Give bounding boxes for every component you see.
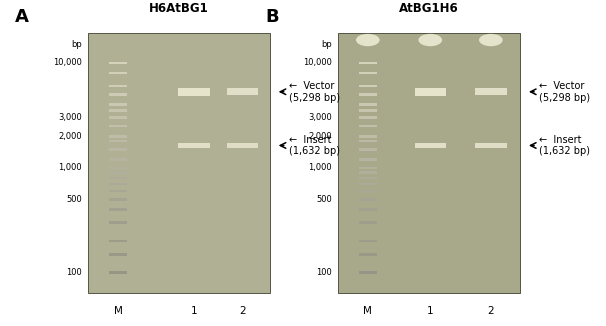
Bar <box>359 198 377 201</box>
Bar <box>359 240 377 243</box>
Bar <box>109 103 127 106</box>
Text: ←  Insert: ← Insert <box>289 135 331 145</box>
Bar <box>359 171 377 174</box>
Text: 1: 1 <box>427 306 433 316</box>
Bar <box>109 62 127 64</box>
Bar <box>359 85 377 87</box>
Bar <box>359 272 377 274</box>
Bar <box>359 221 377 224</box>
Bar <box>109 135 127 138</box>
Text: 10,000: 10,000 <box>53 58 82 67</box>
Text: 500: 500 <box>316 195 332 204</box>
Text: 10,000: 10,000 <box>303 58 332 67</box>
Ellipse shape <box>356 34 379 46</box>
Bar <box>359 183 377 185</box>
Text: ←  Insert: ← Insert <box>539 135 582 145</box>
Bar <box>338 33 520 293</box>
Text: AtBG1H6: AtBG1H6 <box>399 2 459 15</box>
Bar <box>109 93 127 96</box>
Bar <box>359 167 377 169</box>
Bar <box>178 142 210 148</box>
Bar <box>109 253 127 256</box>
Bar <box>109 85 127 87</box>
Text: 500: 500 <box>66 195 82 204</box>
Text: (5,298 bp): (5,298 bp) <box>289 93 340 103</box>
Bar <box>415 142 446 148</box>
Text: H6AtBG1: H6AtBG1 <box>149 2 208 15</box>
Bar <box>109 240 127 243</box>
Text: A: A <box>15 8 29 26</box>
Bar <box>359 140 377 142</box>
Bar <box>109 148 127 151</box>
Bar <box>109 125 127 127</box>
Bar <box>227 142 258 148</box>
Text: 2: 2 <box>488 306 494 316</box>
Bar <box>359 103 377 106</box>
Bar <box>178 88 210 96</box>
Bar <box>109 171 127 174</box>
Bar <box>88 33 270 293</box>
Bar <box>109 158 127 161</box>
Text: 1: 1 <box>191 306 197 316</box>
Text: (1,632 bp): (1,632 bp) <box>539 146 590 156</box>
Text: bp: bp <box>71 39 82 49</box>
Bar <box>359 116 377 119</box>
Bar <box>359 135 377 138</box>
Text: bp: bp <box>321 39 332 49</box>
Bar <box>359 93 377 96</box>
Bar <box>109 177 127 179</box>
Bar <box>475 142 507 148</box>
Bar <box>109 140 127 142</box>
Bar <box>359 190 377 192</box>
Text: 1,000: 1,000 <box>58 163 82 172</box>
Bar <box>359 158 377 161</box>
Bar <box>359 62 377 64</box>
Text: 2,000: 2,000 <box>308 132 332 141</box>
Ellipse shape <box>479 34 503 46</box>
Bar <box>227 88 258 96</box>
Text: (1,632 bp): (1,632 bp) <box>289 146 340 156</box>
Text: (5,298 bp): (5,298 bp) <box>539 93 590 103</box>
Text: 2,000: 2,000 <box>58 132 82 141</box>
Bar <box>359 208 377 211</box>
Bar <box>109 167 127 169</box>
Text: 100: 100 <box>316 268 332 277</box>
Text: B: B <box>265 8 279 26</box>
Text: 1,000: 1,000 <box>308 163 332 172</box>
Text: ←  Vector: ← Vector <box>289 81 335 91</box>
Bar <box>359 253 377 256</box>
Text: ←  Vector: ← Vector <box>539 81 585 91</box>
Bar <box>359 110 377 112</box>
Bar <box>109 110 127 112</box>
Bar <box>109 221 127 224</box>
Text: 3,000: 3,000 <box>308 113 332 122</box>
Bar <box>359 72 377 74</box>
Text: M: M <box>114 306 122 316</box>
Bar <box>359 148 377 151</box>
Bar <box>109 272 127 274</box>
Bar <box>359 177 377 179</box>
Bar <box>109 183 127 185</box>
Bar <box>359 125 377 127</box>
Bar <box>109 208 127 211</box>
Text: 100: 100 <box>66 268 82 277</box>
Bar <box>109 72 127 74</box>
Text: 3,000: 3,000 <box>58 113 82 122</box>
Text: 2: 2 <box>239 306 245 316</box>
Bar <box>109 116 127 119</box>
Ellipse shape <box>418 34 442 46</box>
Bar <box>475 88 507 96</box>
Bar <box>109 190 127 192</box>
Bar <box>415 88 446 96</box>
Text: M: M <box>364 306 372 316</box>
Bar <box>109 198 127 201</box>
